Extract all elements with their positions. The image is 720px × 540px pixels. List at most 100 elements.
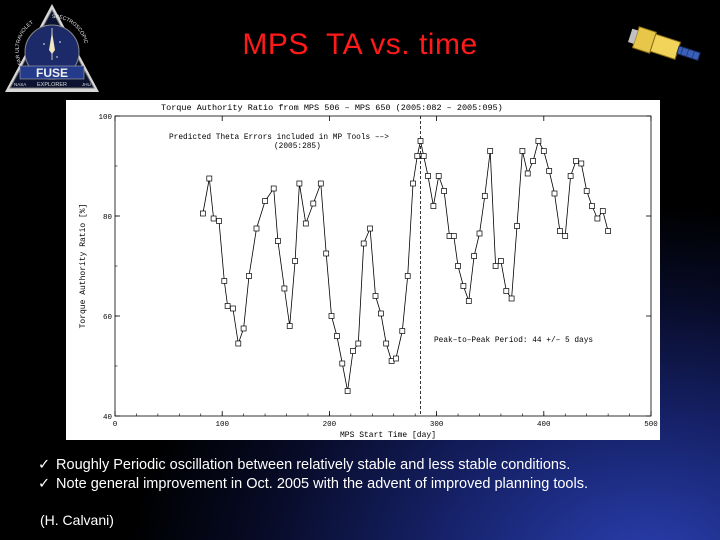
data-point <box>275 238 281 244</box>
data-point <box>578 160 585 167</box>
data-point <box>206 175 213 182</box>
data-point <box>399 328 406 334</box>
data-point <box>383 340 390 347</box>
data-point <box>455 263 461 269</box>
logo-name: FUSE <box>36 66 68 80</box>
data-point <box>302 220 309 227</box>
data-point <box>310 200 317 207</box>
data-point <box>589 203 595 209</box>
data-point <box>471 253 477 259</box>
data-point <box>562 233 569 239</box>
data-point <box>240 325 247 332</box>
y-tick-label: 60 <box>103 314 113 322</box>
x-tick-label: 100 <box>215 421 229 429</box>
data-point <box>573 158 579 164</box>
data-point <box>281 285 288 292</box>
data-point <box>210 215 217 222</box>
data-point <box>296 180 303 187</box>
data-point <box>605 228 611 234</box>
logo-nasa: NASA <box>14 82 26 87</box>
data-point <box>292 258 298 264</box>
data-point <box>360 240 367 247</box>
satellite-icon <box>628 26 701 62</box>
data-point <box>344 388 351 394</box>
chart-title: Torque Authority Ratio from MPS 506 – MP… <box>161 103 503 113</box>
data-point <box>535 138 542 144</box>
data-point <box>393 355 399 362</box>
data-point <box>441 188 447 194</box>
data-point <box>425 173 431 179</box>
x-ticks: 0 100 200 300 400 500 <box>113 116 658 429</box>
data-point <box>420 153 427 159</box>
chart-panel: Torque Authority Ratio from MPS 506 – MP… <box>66 100 660 440</box>
data-point <box>487 148 494 154</box>
data-points <box>200 138 611 394</box>
data-point <box>450 233 457 239</box>
bullet-text-2: Note general improvement in Oct. 2005 wi… <box>56 476 588 492</box>
x-tick-label: 200 <box>323 421 337 429</box>
x-tick-label: 400 <box>537 421 551 429</box>
data-point <box>410 180 416 187</box>
data-point <box>583 188 590 194</box>
data-point <box>328 313 335 319</box>
data-point <box>567 173 574 179</box>
data-point <box>334 333 340 339</box>
logo-jhu: JHU <box>82 82 91 87</box>
bullet-item-2: ✓ Note general improvement in Oct. 2005 … <box>38 475 588 494</box>
data-point <box>599 208 606 214</box>
slide-title: MPS TA vs. time <box>242 28 478 61</box>
annotation-predicted: Predicted Theta Errors included in MP To… <box>169 134 389 142</box>
data-point <box>262 198 268 204</box>
data-point <box>339 360 346 367</box>
data-point <box>530 158 536 164</box>
logo-explorer: EXPLORER <box>37 82 67 88</box>
data-point <box>286 323 293 329</box>
data-point <box>481 193 488 199</box>
data-point <box>594 215 601 222</box>
data-point <box>508 295 515 302</box>
data-point <box>524 170 531 177</box>
bullet-list: ✓ Roughly Periodic oscillation between r… <box>38 456 588 494</box>
data-point <box>216 218 222 224</box>
data-point <box>498 258 504 264</box>
data-point <box>270 185 277 192</box>
data-point <box>430 203 437 209</box>
x-tick-label: 300 <box>430 421 444 429</box>
y-ticks: 40 60 80 100 <box>98 114 651 422</box>
data-point <box>235 340 242 347</box>
data-point <box>367 225 373 232</box>
data-point <box>465 298 472 304</box>
data-point <box>355 340 362 347</box>
data-point <box>350 348 356 354</box>
x-tick-label: 0 <box>113 421 118 429</box>
data-point <box>404 273 411 279</box>
data-point <box>323 250 330 257</box>
data-point <box>546 168 553 174</box>
fuse-logo: FAR ULTRAVIOLET SPECTROSCOPIC FUSE EXPLO… <box>5 4 99 92</box>
checkmark-icon: ✓ <box>38 457 51 473</box>
data-point <box>540 148 547 154</box>
bullet-text-1: Roughly Periodic oscillation between rel… <box>56 457 571 473</box>
data-point <box>476 230 483 237</box>
bullet-item-1: ✓ Roughly Periodic oscillation between r… <box>38 456 588 475</box>
data-point <box>514 223 520 229</box>
data-point <box>224 303 231 309</box>
chart: Torque Authority Ratio from MPS 506 – MP… <box>79 103 658 440</box>
data-point <box>317 180 324 187</box>
data-point <box>492 263 499 269</box>
y-tick-label: 80 <box>103 214 113 222</box>
data-point <box>519 148 526 154</box>
data-point <box>200 210 206 217</box>
data-point <box>253 225 260 232</box>
credit-text: (H. Calvani) <box>40 512 114 528</box>
data-point <box>557 228 563 234</box>
data-point <box>378 310 384 317</box>
x-tick-label: 500 <box>644 421 658 429</box>
data-point <box>503 288 510 294</box>
data-point <box>246 273 252 279</box>
y-tick-label: 40 <box>103 414 113 422</box>
y-axis-label: Torque Authority Ratio [%] <box>79 204 88 329</box>
data-point <box>460 283 467 289</box>
data-point <box>417 138 424 144</box>
plot-frame <box>114 115 652 417</box>
